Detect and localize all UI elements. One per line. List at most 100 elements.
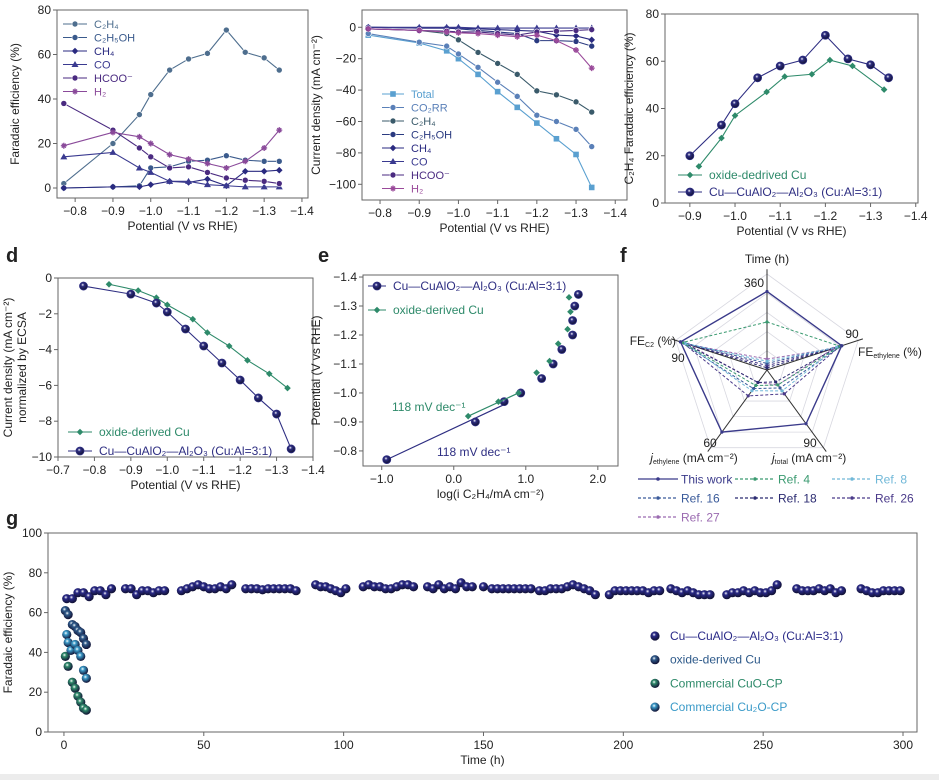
legend-label: C₂H₄ xyxy=(94,19,119,31)
data-point xyxy=(513,71,521,78)
y-axis-label: C₂H₄ Faradaic efficiency (%) xyxy=(622,32,636,184)
y-axis-label: Current density (mA cm⁻²) xyxy=(1,298,15,438)
data-point xyxy=(106,584,117,594)
data-point xyxy=(185,177,193,184)
data-point xyxy=(573,47,580,54)
data-point xyxy=(455,50,462,58)
data-point xyxy=(553,118,560,125)
data-point xyxy=(572,38,580,45)
y-tick-label: 20 xyxy=(29,685,43,699)
data-point xyxy=(199,341,209,351)
y-tick-label: −100 xyxy=(329,177,356,191)
data-point xyxy=(60,153,68,160)
data-point xyxy=(572,27,580,34)
data-point xyxy=(382,455,392,465)
data-point xyxy=(588,184,595,191)
radar-series-ref-16: Ref. 16 xyxy=(638,340,844,506)
data-point xyxy=(227,580,237,590)
panel-b: −0.8 −0.9 −1.0 −1.1 −1.2 −1.3 −1.4 0 −20 −40 −60 −8… xyxy=(309,9,628,235)
data-point xyxy=(533,37,541,44)
data-point xyxy=(223,152,230,160)
axis-label-sub: ethylene xyxy=(653,459,680,466)
data-point xyxy=(203,181,211,188)
data-point xyxy=(275,157,283,165)
radar-axis-label: Time (h) xyxy=(745,252,789,266)
data-point xyxy=(718,134,725,142)
legend-marker xyxy=(71,61,79,67)
data-point xyxy=(763,88,770,96)
series-cu-cualo-al-o-cu-al-3-1-: 118 mV dec⁻¹ Cu—CuAlO₂—Al₂O₃ (Cu:Al=3:1) xyxy=(368,279,583,465)
x-tick-label: −1.3 xyxy=(564,206,588,220)
x-tick-label: 150 xyxy=(473,738,493,752)
series-total: Total xyxy=(365,32,595,191)
axis-label-main: j xyxy=(770,451,775,465)
y-tick-label: 60 xyxy=(646,54,660,68)
data-point xyxy=(275,166,283,174)
y-tick-label: 20 xyxy=(38,136,52,150)
y-tick-label: −6 xyxy=(38,378,52,392)
axis-label-main: Time (h) xyxy=(745,252,789,266)
x-tick-label: −1.0 xyxy=(370,472,394,486)
radar-tick-label: 90 xyxy=(845,327,859,341)
legend-label: C₂H₅OH xyxy=(411,130,452,142)
y-tick-label: 60 xyxy=(38,47,52,61)
data-point xyxy=(553,27,560,35)
x-tick-label: −1.0 xyxy=(139,204,163,218)
data-point xyxy=(204,329,211,336)
series-h-: H₂ xyxy=(60,87,283,171)
y-tick-label: −8 xyxy=(38,414,52,428)
data-point xyxy=(136,111,143,118)
data-point xyxy=(241,168,249,175)
data-point xyxy=(63,609,73,620)
legend-marker xyxy=(650,702,660,712)
fit-line xyxy=(386,404,505,461)
data-point xyxy=(204,50,211,57)
data-point xyxy=(884,73,894,83)
series-h-: H₂ xyxy=(365,25,595,196)
legend-label: oxide-derived Cu xyxy=(99,425,190,439)
legend-marker xyxy=(656,515,660,519)
data-point xyxy=(163,301,171,309)
data-point xyxy=(588,26,596,33)
plot-frame xyxy=(361,9,628,201)
data-point xyxy=(443,23,451,30)
data-point xyxy=(564,325,571,333)
panel-label: e xyxy=(318,245,329,267)
y-axis-label: Potential (V vs RHE) xyxy=(309,315,323,425)
data-point xyxy=(365,25,372,32)
data-point xyxy=(573,290,583,299)
data-point xyxy=(136,133,143,140)
data-point xyxy=(78,665,89,675)
data-point xyxy=(588,143,596,150)
legend-marker xyxy=(389,171,397,179)
data-point xyxy=(443,42,450,50)
legend-marker xyxy=(372,281,382,291)
data-point xyxy=(836,586,847,596)
data-point xyxy=(781,73,789,80)
plot-frame xyxy=(56,9,309,199)
data-point xyxy=(567,308,574,316)
x-tick-label: 0 xyxy=(61,738,68,752)
data-point xyxy=(134,287,142,294)
panel-e: e −1.0 0.0 1.0 2.0 −0.8 −0.9 −1.0 −1.1 −1.2 −1.3 −1… xyxy=(309,245,619,501)
radar-point xyxy=(780,389,784,393)
data-point xyxy=(81,673,91,683)
series-line xyxy=(689,34,889,157)
radar-tick-label: 90 xyxy=(671,351,685,365)
x-axis-label: Potential (V vs RHE) xyxy=(736,224,846,238)
data-point xyxy=(185,55,192,63)
data-point xyxy=(537,374,547,383)
data-point xyxy=(223,164,230,171)
data-point xyxy=(808,70,816,78)
data-point xyxy=(166,66,173,74)
y-tick-label: −1.0 xyxy=(333,386,357,400)
data-point xyxy=(76,651,86,661)
data-point xyxy=(464,412,472,420)
data-point xyxy=(225,342,233,350)
data-point xyxy=(717,120,726,130)
data-point xyxy=(284,384,291,392)
legend-label: Ref. 18 xyxy=(778,492,817,506)
radar-series-ref-8: Ref. 8 xyxy=(683,341,907,487)
